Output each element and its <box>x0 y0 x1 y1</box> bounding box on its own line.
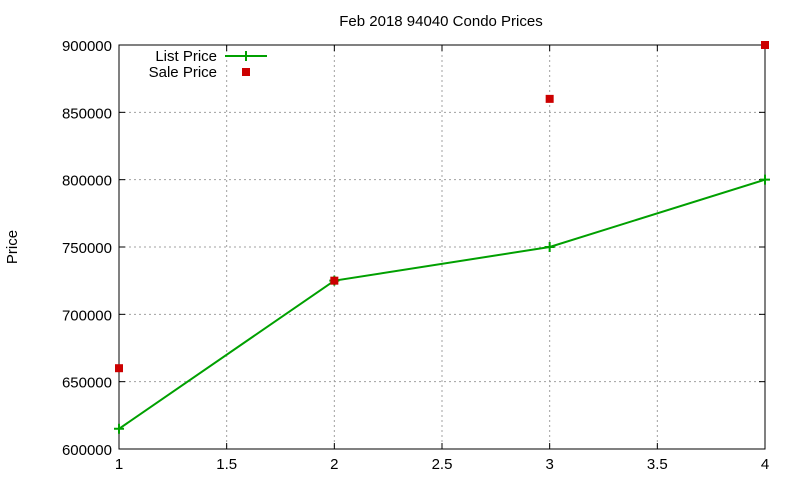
y-tick-label: 900000 <box>62 38 112 55</box>
x-tick-label: 3 <box>545 456 553 473</box>
x-tick-label: 2.5 <box>432 456 453 473</box>
sale-price-point <box>545 94 554 103</box>
y-tick-label: 800000 <box>62 173 112 190</box>
plot-frame <box>118 44 766 450</box>
y-tick-label: 600000 <box>62 442 112 459</box>
list-price-point <box>114 423 124 434</box>
grid <box>118 44 766 450</box>
x-tick-label: 3.5 <box>647 456 668 473</box>
y-tick-label: 650000 <box>62 375 112 392</box>
y-tick-label: 850000 <box>62 105 112 122</box>
sale-price-point <box>115 364 123 373</box>
sale-price-point <box>761 41 769 49</box>
y-tick-label: 750000 <box>62 240 112 257</box>
y-axis-label: Price <box>4 230 21 264</box>
legend-label: Sale Price <box>149 64 217 81</box>
legend-label: List Price <box>155 48 217 65</box>
list-price-line <box>118 178 766 430</box>
x-tick-label: 4 <box>761 456 769 473</box>
chart-title: Feb 2018 94040 Condo Prices <box>339 13 542 30</box>
list-price-point <box>760 174 770 185</box>
sale-price-point <box>330 276 339 285</box>
x-tick-label: 1 <box>115 456 123 473</box>
y-tick-label: 700000 <box>62 307 112 324</box>
series-marks <box>114 41 770 434</box>
x-tick-label: 2 <box>330 456 338 473</box>
tick-labels: 1 1.5 2 2.5 3 3.5 4 600000 650000 700000 750000 800… <box>62 38 769 473</box>
legend-point-swatch <box>242 68 250 76</box>
list-price-point <box>544 242 555 252</box>
x-tick-label: 1.5 <box>216 456 237 473</box>
legend-point-swatch <box>241 51 251 61</box>
